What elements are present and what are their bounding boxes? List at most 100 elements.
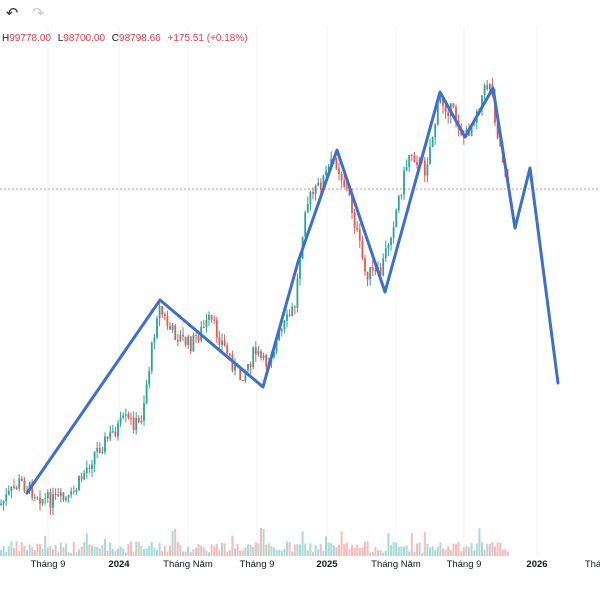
volume-bar	[148, 545, 151, 556]
volume-bar	[124, 552, 127, 556]
volume-bar	[241, 550, 244, 556]
redo-button[interactable]: ↷	[28, 3, 48, 23]
volume-bar	[2, 545, 5, 556]
volume-bar	[301, 531, 304, 556]
candle-body	[262, 355, 265, 359]
volume-bar	[390, 544, 392, 556]
volume-bar	[439, 542, 442, 556]
candle-body	[117, 423, 119, 437]
volume-bar	[26, 550, 28, 556]
candle-body	[382, 258, 385, 276]
volume-bar	[18, 551, 21, 556]
candle-body	[273, 351, 275, 358]
candle-body	[442, 97, 444, 106]
candle-body	[91, 464, 93, 469]
candle-body	[62, 492, 65, 500]
volume-bar	[135, 541, 138, 556]
candle-body	[202, 327, 205, 329]
volume-bar	[356, 544, 359, 556]
candle-body	[57, 494, 60, 496]
volume-bar	[247, 544, 249, 556]
volume-bar	[366, 541, 369, 556]
volume-bar	[483, 549, 486, 556]
volume-bar	[205, 550, 208, 556]
candle-body	[101, 451, 104, 453]
volume-bar	[5, 552, 8, 556]
volume-bar	[202, 547, 205, 556]
volume-bar	[67, 551, 70, 556]
candle-body	[403, 170, 405, 195]
candle-body	[197, 336, 200, 341]
volume-bar	[408, 551, 411, 556]
candle-body	[327, 167, 330, 171]
volume-bar	[353, 547, 356, 556]
volume-bar	[278, 549, 281, 556]
volume-bar	[228, 550, 231, 556]
volume-bar	[312, 551, 314, 556]
candle-body	[39, 497, 41, 504]
volume-bar	[397, 546, 400, 556]
close-value: 98798.66	[119, 33, 161, 44]
candle-body	[343, 180, 346, 187]
candle-body	[148, 370, 151, 385]
candle-body	[41, 498, 44, 504]
volume-bar	[101, 544, 104, 556]
candle-body	[70, 491, 73, 495]
candle-body	[452, 103, 455, 108]
candle-body	[247, 364, 249, 371]
candle-body	[395, 210, 398, 227]
volume-bar	[54, 545, 57, 556]
volume-bar	[44, 535, 47, 556]
undo-button[interactable]: ↶	[2, 3, 22, 23]
candle-body	[218, 337, 221, 346]
candle-body	[174, 325, 177, 340]
volume-bar	[23, 545, 26, 556]
volume-bar	[382, 552, 385, 556]
volume-bar	[161, 551, 164, 556]
candle-body	[340, 174, 343, 181]
volume-bar	[293, 544, 296, 556]
volume-bar	[127, 544, 130, 556]
volume-bar	[283, 549, 286, 556]
time-axis[interactable]: Tháng 9 2024 Tháng Năm Tháng 9 2025 Tháng Năm…	[0, 556, 600, 576]
volume-bar	[374, 547, 377, 556]
candle-body	[312, 191, 314, 194]
trend-line-drawing[interactable]	[25, 86, 560, 495]
volume-bar	[163, 546, 166, 556]
candle-body	[410, 155, 413, 157]
volume-bar	[210, 544, 213, 556]
candle-body	[384, 248, 387, 259]
close-key: C	[111, 33, 120, 44]
candle-body	[371, 267, 374, 271]
candle-body	[299, 258, 301, 279]
candle-body	[280, 328, 283, 332]
candle-body	[488, 84, 491, 90]
volume-bar	[223, 543, 226, 556]
volume-bar	[431, 546, 434, 556]
volume-bar	[447, 546, 450, 556]
candle-body	[431, 137, 434, 147]
candle-body	[447, 112, 450, 117]
candle-body	[358, 229, 361, 241]
candle-body	[486, 85, 489, 90]
candle-body	[254, 347, 257, 355]
candle-body	[75, 489, 78, 492]
volume-bar	[197, 544, 200, 556]
volume-bar	[221, 542, 223, 556]
volume-bar	[340, 531, 343, 556]
candle-body	[455, 107, 457, 121]
candle-body	[244, 370, 247, 382]
volume-bar	[184, 551, 187, 556]
volume-bar	[119, 546, 122, 556]
candle-body	[111, 431, 114, 433]
volume-bar	[434, 550, 437, 556]
volume-bar	[65, 543, 67, 556]
volume-bar	[421, 552, 424, 556]
volume-bar	[452, 543, 455, 556]
candle-body	[405, 167, 408, 171]
candle-body	[184, 336, 187, 346]
candle-body	[0, 503, 2, 505]
volume-bar	[286, 541, 288, 556]
candle-body	[104, 436, 106, 452]
